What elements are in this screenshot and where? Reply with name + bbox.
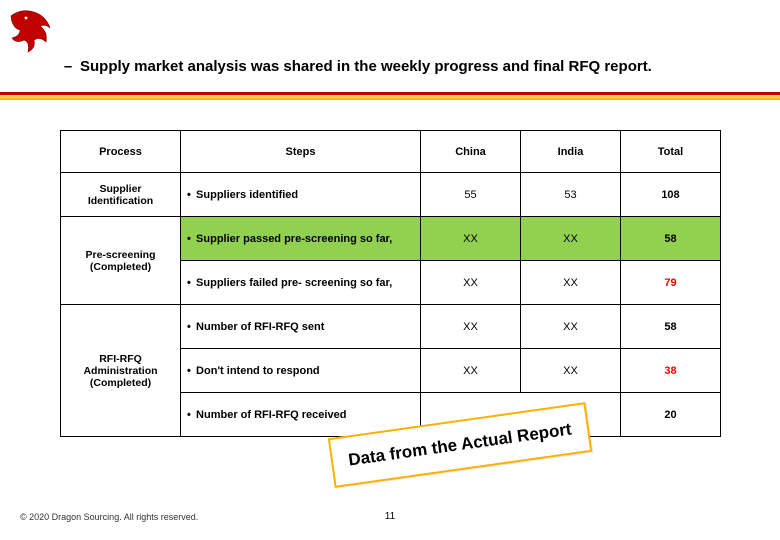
india-cell: XX <box>521 261 621 305</box>
divider-band <box>0 92 780 100</box>
col-steps: Steps <box>181 131 421 173</box>
data-table: Process Steps China India Total Supplier… <box>60 130 720 437</box>
col-total: Total <box>621 131 721 173</box>
total-cell: 58 <box>621 305 721 349</box>
steps-cell: • Number of RFI-RFQ sent <box>181 305 421 349</box>
page-number: 11 <box>385 511 395 522</box>
china-cell: XX <box>421 349 521 393</box>
china-cell: XX <box>421 217 521 261</box>
slide-title: –Supply market analysis was shared in th… <box>62 58 760 75</box>
china-cell: XX <box>421 261 521 305</box>
table-row: RFI-RFQ Administration (Completed)• Numb… <box>61 305 721 349</box>
process-cell: Supplier Identification <box>61 173 181 217</box>
total-cell: 58 <box>621 217 721 261</box>
steps-cell: • Suppliers identified <box>181 173 421 217</box>
china-cell: 55 <box>421 173 521 217</box>
steps-cell: • Suppliers failed pre- screening so far… <box>181 261 421 305</box>
india-cell: XX <box>521 217 621 261</box>
india-cell: XX <box>521 305 621 349</box>
col-india: India <box>521 131 621 173</box>
total-cell: 108 <box>621 173 721 217</box>
table-row: Pre-screening (Completed)• Supplier pass… <box>61 217 721 261</box>
process-cell: Pre-screening (Completed) <box>61 217 181 305</box>
total-cell: 20 <box>621 393 721 437</box>
title-text: Supply market analysis was shared in the… <box>80 58 652 75</box>
total-cell: 79 <box>621 261 721 305</box>
col-process: Process <box>61 131 181 173</box>
india-cell: XX <box>521 349 621 393</box>
india-cell: 53 <box>521 173 621 217</box>
steps-cell: • Supplier passed pre-screening so far, <box>181 217 421 261</box>
process-cell: RFI-RFQ Administration (Completed) <box>61 305 181 437</box>
china-cell: XX <box>421 305 521 349</box>
table-row: Supplier Identification• Suppliers ident… <box>61 173 721 217</box>
steps-cell: • Don't intend to respond <box>181 349 421 393</box>
table-header-row: Process Steps China India Total <box>61 131 721 173</box>
dragon-logo <box>6 6 56 56</box>
copyright-footer: © 2020 Dragon Sourcing. All rights reser… <box>20 512 198 522</box>
total-cell: 38 <box>621 349 721 393</box>
col-china: China <box>421 131 521 173</box>
